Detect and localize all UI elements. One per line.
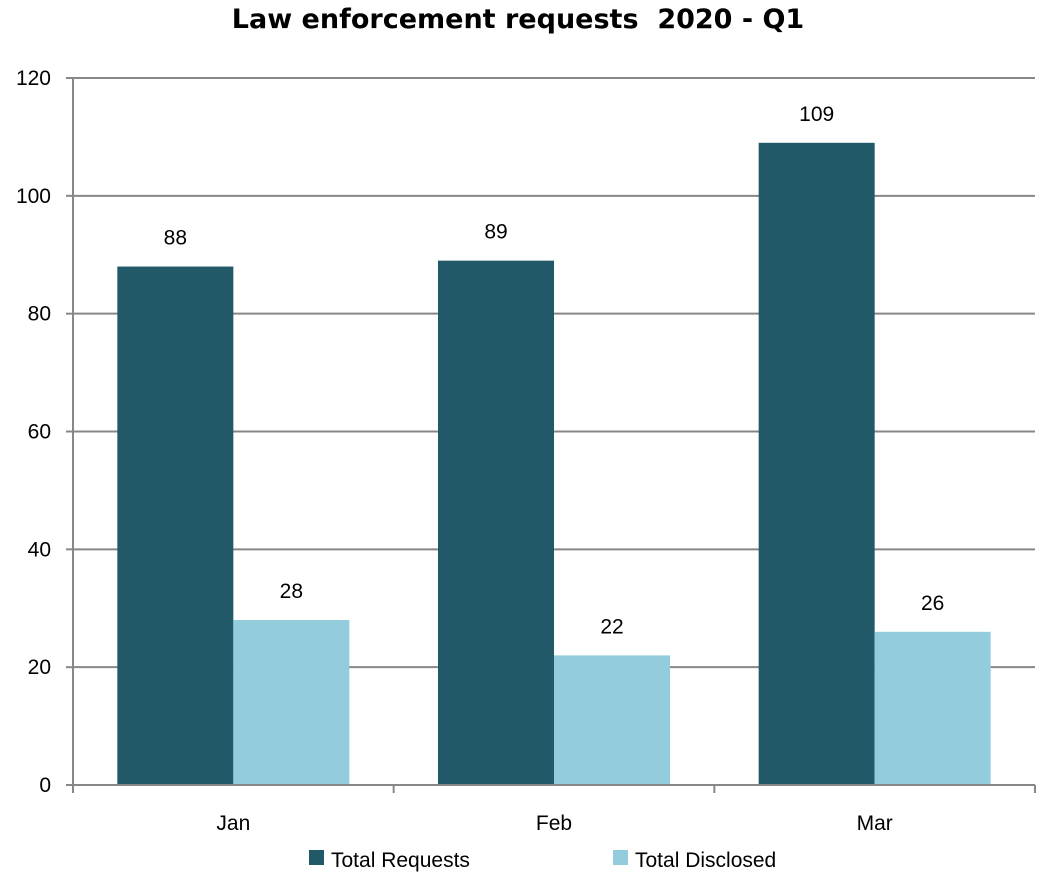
bar-feb-total-disclosed (554, 655, 670, 785)
y-tick-label: 60 (28, 421, 51, 444)
bar-jan-total-disclosed (233, 620, 350, 785)
y-axis-ticks: 0 20 40 60 80 100 120 (16, 67, 51, 797)
bar-jan-total-requests (117, 266, 234, 785)
bar-mar-total-disclosed (874, 631, 991, 785)
x-tick-label: Feb (536, 812, 572, 835)
legend-label: Total Requests (331, 849, 470, 872)
chart-title: Law enforcement requests 2020 - Q1 (232, 4, 804, 35)
data-label: 88 (164, 227, 187, 250)
data-label: 28 (280, 580, 303, 603)
data-labels: 88 89 109 28 22 26 (164, 103, 945, 639)
data-label: 89 (484, 221, 507, 244)
x-axis-ticks: Jan Feb Mar (216, 812, 892, 835)
data-label: 109 (799, 103, 834, 126)
bar-feb-total-requests (438, 260, 554, 785)
legend: Total Requests Total Disclosed (309, 849, 776, 872)
y-tick-label: 20 (28, 656, 51, 679)
data-label: 22 (600, 615, 623, 638)
data-label: 26 (921, 592, 944, 615)
y-tick-label: 0 (39, 774, 51, 797)
x-tick-label: Mar (857, 812, 893, 835)
bar-mar-total-requests (758, 142, 875, 785)
axes (66, 77, 1036, 793)
legend-swatch-total-requests (309, 850, 324, 865)
y-tick-label: 120 (16, 67, 51, 90)
legend-swatch-total-disclosed (613, 850, 628, 865)
x-tick-label: Jan (216, 812, 250, 835)
legend-label: Total Disclosed (635, 849, 776, 872)
y-tick-label: 100 (16, 185, 51, 208)
bars (117, 142, 991, 785)
y-tick-label: 40 (28, 538, 51, 561)
y-tick-label: 80 (28, 303, 51, 326)
